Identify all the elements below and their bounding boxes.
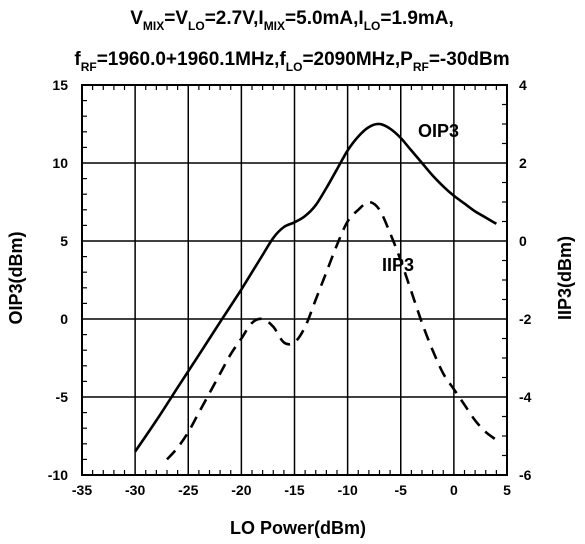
x-tick-label: -20 [231,482,251,498]
x-tick-label: -15 [284,482,304,498]
chart-title: VMIX=VLO=2.7V,IMIX=5.0mA,ILO=1.9mA,fRF=1… [74,8,509,74]
title-line-2-segment: RF [413,60,429,74]
y-left-tick-label: 0 [60,311,68,327]
title-line-2-segment: =2090MHz,P [302,49,413,70]
title-line-1-segment: MIX [264,19,285,33]
y-right-tick-label: -6 [519,467,532,483]
y-left-tick-label: -10 [48,467,68,483]
y-right-tick-label: 2 [519,155,527,171]
y-left-tick-label: 15 [52,77,68,93]
title-line-2-segment: LO [286,60,303,74]
y-left-tick-label: -5 [56,389,69,405]
title-line-1-segment: =5.0mA,I [285,8,364,29]
title-line-2-segment: =-30dBm [429,49,510,70]
title-line-2-segment: RF [81,60,97,74]
y-right-tick-labels: -6 -4 -2 0 2 4 [519,77,532,483]
title-line-1: VMIX=VLO=2.7V,IMIX=5.0mA,ILO=1.9mA, [130,8,454,33]
x-axis-label: LO Power(dBm) [230,518,366,538]
x-tick-label: -30 [125,482,145,498]
series-line-oip3 [134,122,498,453]
x-tick-label: -10 [338,482,358,498]
title-line-1-segment: =1.9mA, [380,8,453,29]
x-tick-label: -5 [395,482,408,498]
x-tick-label: 5 [503,482,511,498]
series-line-iip3 [166,200,498,461]
plot-frame [81,84,508,476]
y-left-tick-labels: -10 -5 0 5 10 15 [48,77,68,483]
plot-grid [81,84,508,476]
title-line-2: fRF=1960.0+1960.1MHz,fLO=2090MHz,PRF=-30… [74,49,509,74]
y-left-tick-label: 5 [60,233,68,249]
data-series [134,122,498,461]
title-line-1-segment: =V [164,8,188,29]
title-line-1-segment: MIX [143,19,164,33]
y-right-tick-label: 0 [519,233,527,249]
x-tick-label: 0 [450,482,458,498]
y-right-axis-label: IIP3(dBm) [555,236,575,320]
y-right-tick-label: -4 [519,389,532,405]
x-tick-label: -25 [178,482,198,498]
y-right-tick-label: -2 [519,311,532,327]
series-labels: OIP3 IIP3 [382,121,459,275]
title-line-2-segment: f [74,49,81,70]
title-line-2-segment: =1960.0+1960.1MHz,f [97,49,287,70]
title-line-1-segment: V [130,8,143,29]
title-line-1-segment: LO [364,19,381,33]
y-left-axis-label: OIP3(dBm) [6,231,26,324]
title-line-1-segment: LO [188,19,205,33]
series-label-iip3: IIP3 [382,255,414,275]
x-tick-label: -35 [72,482,92,498]
title-line-1-segment: =2.7V,I [205,8,264,29]
y-right-tick-label: 4 [519,77,527,93]
series-label-oip3: OIP3 [418,121,459,141]
y-left-tick-label: 10 [52,155,68,171]
x-tick-labels: -35 -30 -25 -20 -15 -10 -5 0 5 [72,482,511,498]
